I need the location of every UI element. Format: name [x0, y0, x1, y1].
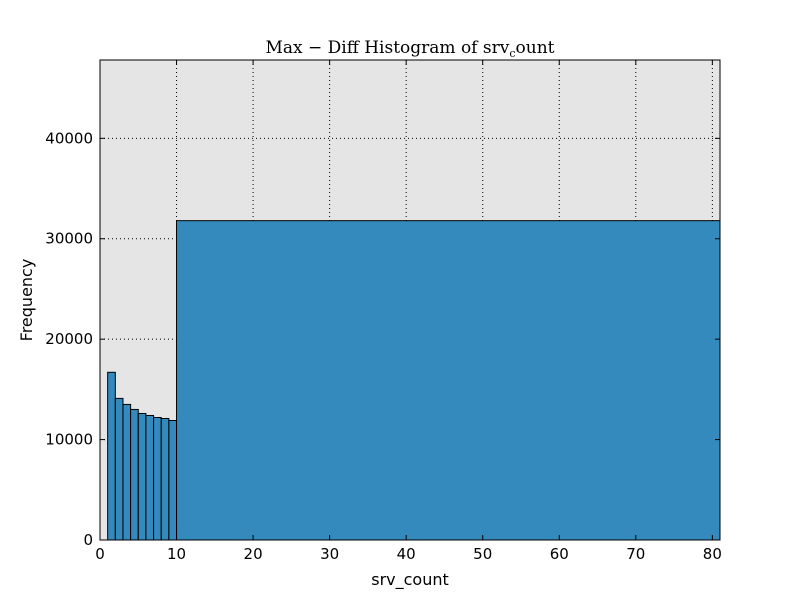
- histogram-bar: [137, 412, 147, 541]
- x-tick-label: 30: [320, 545, 339, 563]
- x-tick-label: 20: [244, 545, 263, 563]
- histogram-bar: [122, 403, 132, 541]
- histogram-bar: [160, 417, 170, 541]
- chart-title: Max − Diff Histogram of srvcount: [266, 38, 555, 60]
- x-axis-label: srv_count: [371, 570, 449, 590]
- histogram-bar: [176, 220, 721, 541]
- y-axis-label: Frequency: [17, 259, 36, 342]
- plot-frame: [99, 59, 721, 541]
- y-tick-label: 20000: [45, 330, 93, 348]
- chart-title-subscript: c: [509, 47, 515, 60]
- x-tick-label: 80: [703, 545, 722, 563]
- histogram-bars: [107, 220, 721, 541]
- x-tick-label: 60: [550, 545, 569, 563]
- chart-title-tail: ount: [516, 38, 555, 58]
- histogram-bar: [153, 416, 162, 541]
- y-tick-label: 0: [83, 531, 93, 549]
- histogram-bar: [168, 420, 178, 541]
- y-tick-label: 10000: [45, 431, 93, 449]
- axis-ticks: 0 10 20 30 40 50 60 70 80 0 10000 20000 30000 40000: [45, 60, 722, 563]
- x-tick-label: 70: [626, 545, 645, 563]
- x-tick-label: 10: [167, 545, 186, 563]
- histogram-bar: [114, 397, 124, 541]
- x-tick-label: 50: [473, 545, 492, 563]
- histogram-bar: [145, 414, 155, 541]
- histogram-bar: [107, 371, 116, 541]
- y-tick-label: 40000: [45, 129, 93, 147]
- x-tick-label: 0: [95, 545, 105, 563]
- x-tick-label: 40: [397, 545, 416, 563]
- histogram-bar: [130, 408, 139, 541]
- y-tick-label: 30000: [45, 230, 93, 248]
- chart-title-main: Max − Diff Histogram of srv: [266, 38, 510, 58]
